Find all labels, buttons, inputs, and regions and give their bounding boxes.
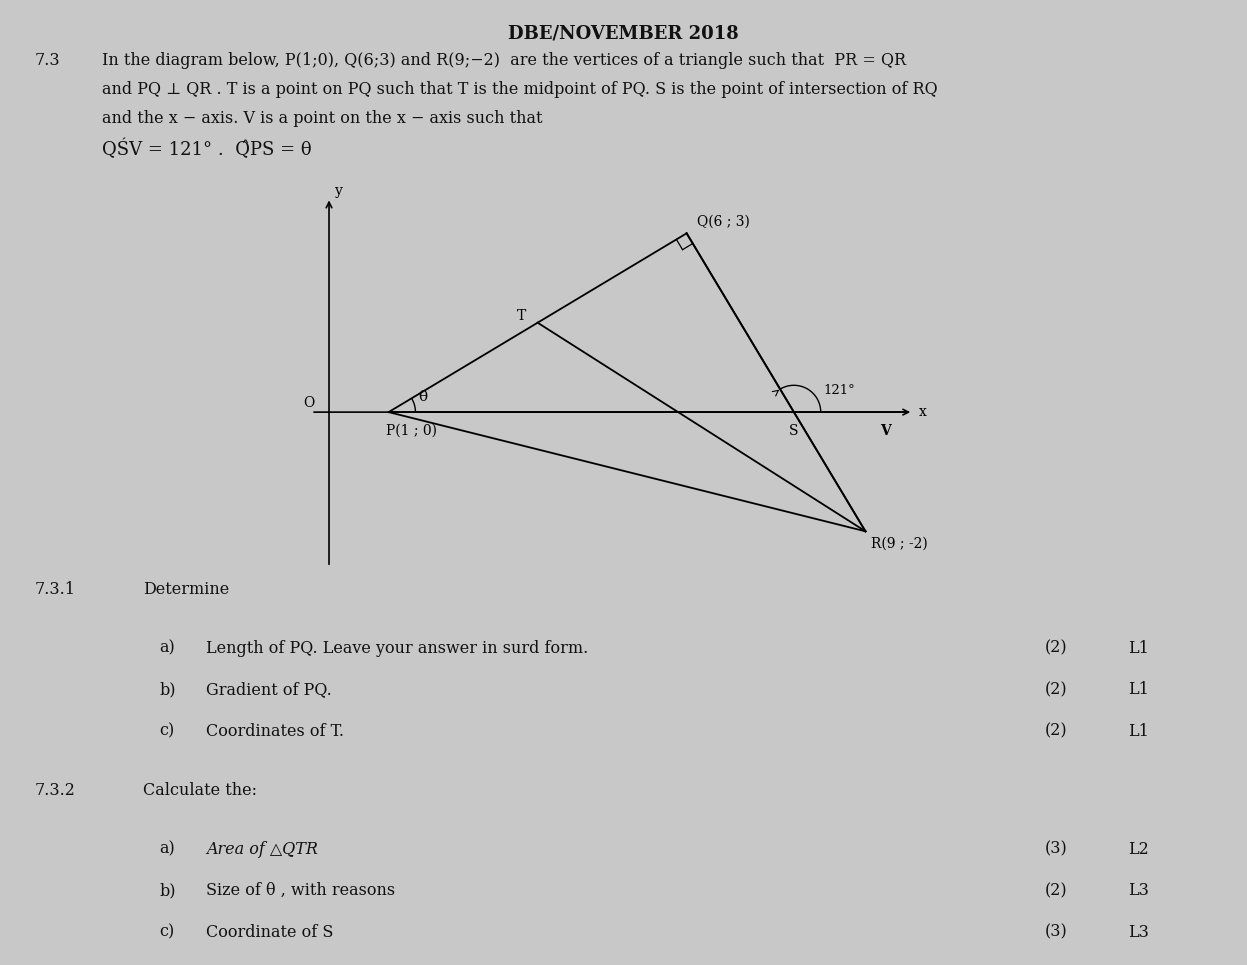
Text: DBE/NOVEMBER 2018: DBE/NOVEMBER 2018 — [508, 24, 739, 42]
Text: and the x − axis. V is a point on the x − axis such that: and the x − axis. V is a point on the x … — [102, 110, 542, 127]
Text: P(1 ; 0): P(1 ; 0) — [385, 424, 436, 438]
Text: (2): (2) — [1045, 681, 1067, 699]
Text: Area of △QTR: Area of △QTR — [206, 841, 318, 858]
Text: (2): (2) — [1045, 640, 1067, 657]
Text: a): a) — [160, 841, 176, 858]
Text: Size of θ , with reasons: Size of θ , with reasons — [206, 882, 395, 899]
Text: QŚV = 121° .  Q̂PS = θ: QŚV = 121° . Q̂PS = θ — [102, 139, 312, 159]
Text: R(9 ; -2): R(9 ; -2) — [872, 537, 928, 551]
Text: (3): (3) — [1045, 924, 1067, 941]
Text: L3: L3 — [1129, 924, 1150, 941]
Text: Length of PQ. Leave your answer in surd form.: Length of PQ. Leave your answer in surd … — [206, 640, 589, 657]
Text: Determine: Determine — [143, 581, 229, 598]
Text: In the diagram below, P(1;0), Q(6;3) and R(9;−2)  are the vertices of a triangle: In the diagram below, P(1;0), Q(6;3) and… — [102, 52, 907, 69]
Text: b): b) — [160, 882, 176, 899]
Text: 121°: 121° — [824, 384, 855, 398]
Text: L1: L1 — [1129, 640, 1150, 657]
Text: L1: L1 — [1129, 723, 1150, 740]
Text: (3): (3) — [1045, 841, 1067, 858]
Text: c): c) — [160, 723, 175, 740]
Text: T: T — [516, 309, 526, 322]
Text: 7.3.1: 7.3.1 — [35, 581, 76, 598]
Text: Calculate the:: Calculate the: — [143, 782, 257, 799]
Text: Q(6 ; 3): Q(6 ; 3) — [697, 215, 751, 229]
Text: y: y — [335, 183, 343, 198]
Text: L3: L3 — [1129, 882, 1150, 899]
Text: θ: θ — [419, 391, 428, 404]
Text: V: V — [880, 424, 892, 438]
Text: a): a) — [160, 640, 176, 657]
Text: Coordinate of S: Coordinate of S — [206, 924, 333, 941]
Text: 7.3.2: 7.3.2 — [35, 782, 76, 799]
Text: L1: L1 — [1129, 681, 1150, 699]
Text: L2: L2 — [1129, 841, 1150, 858]
Text: (2): (2) — [1045, 723, 1067, 740]
Text: and PQ ⊥ QR . T is a point on PQ such that T is the midpoint of PQ. S is the poi: and PQ ⊥ QR . T is a point on PQ such th… — [102, 81, 938, 98]
Text: S: S — [789, 424, 798, 438]
Text: O: O — [303, 397, 314, 410]
Text: Coordinates of T.: Coordinates of T. — [206, 723, 344, 740]
Text: b): b) — [160, 681, 176, 699]
Text: Gradient of PQ.: Gradient of PQ. — [206, 681, 332, 699]
Text: x: x — [919, 405, 927, 419]
Text: 7.3: 7.3 — [35, 52, 61, 69]
Text: (2): (2) — [1045, 882, 1067, 899]
Text: c): c) — [160, 924, 175, 941]
